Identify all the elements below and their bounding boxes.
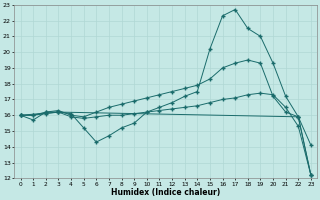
X-axis label: Humidex (Indice chaleur): Humidex (Indice chaleur): [111, 188, 220, 197]
